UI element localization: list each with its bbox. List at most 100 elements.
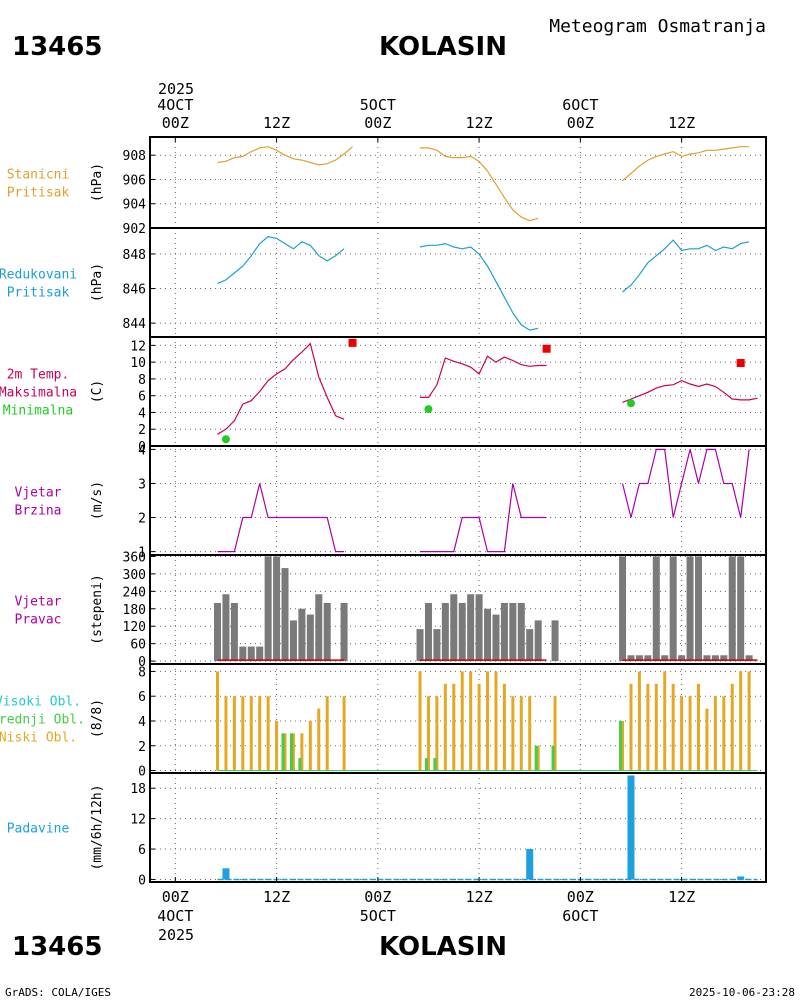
direction-bar [424,602,432,662]
direction-bar [475,594,483,662]
low-cloud-bar [502,683,506,771]
low-cloud-bar [266,696,270,771]
low-cloud-bar [696,683,700,771]
panel-label: Srednji Obl. [0,713,85,728]
y-tick-label: 0 [138,873,146,888]
wind_direction-plot [214,556,758,662]
direction-bar [652,556,660,662]
mid-cloud-bar [424,758,428,771]
footer-left: GrADS: COLA/IGES [5,986,111,999]
series-line [217,146,353,166]
direction-bar [661,655,669,662]
panel-frame [149,445,767,556]
bottom-year-label: 2025 [158,926,194,944]
tmax-marker [348,338,357,347]
low-cloud-bar [300,733,304,771]
y-tick-label: 3 [138,477,146,492]
precip-bar [627,775,635,880]
tmin-marker [221,435,230,444]
series-line [217,236,345,284]
low-cloud-bar [249,696,253,771]
y-tick-label: 904 [123,198,147,213]
y-tick-label: 8 [138,373,146,388]
bottom-date-label: 4OCT [157,907,193,925]
wind_speed-plot [217,448,750,553]
direction-bar [492,614,500,662]
low-cloud-bar [435,696,439,771]
mid-cloud-bar [281,733,285,771]
y-tick-label: 120 [123,620,146,635]
panel-label: Padavine [7,822,70,837]
series-line [420,483,547,553]
direction-bar [703,655,711,662]
direction-bar [298,608,306,662]
low-cloud-bar [519,696,523,771]
direction-bar [273,556,281,662]
direction-bar [509,602,517,662]
station-name-top: KOLASIN [379,32,507,62]
y-tick-label: 1 [138,546,146,561]
panel-label: Vjetar [15,486,62,501]
y-tick-label: 2 [138,423,146,438]
direction-bar [433,629,441,662]
y-tick-label: 18 [130,782,146,797]
panel-label: Vjetar [15,595,62,610]
mid-cloud-bar [551,745,555,771]
direction-bar [720,655,728,662]
direction-bar [711,655,719,662]
mid-cloud-bar [289,733,293,771]
direction-bar [214,602,222,662]
panel-label: Minimalna [3,404,73,419]
y-tick-label: 300 [123,568,146,583]
top-time-label: 12Z [466,114,493,132]
unit-label: (stepeni) [90,574,105,644]
y-tick-label: 180 [123,603,146,618]
top-time-label: 00Z [567,114,594,132]
series-line [217,342,345,435]
direction-bar [627,655,635,662]
direction-bar [534,620,542,662]
station-id-bottom: 13465 [12,932,102,962]
direction-bar [500,602,508,662]
chart-subtitle: Meteogram Osmatranja [549,16,766,37]
low-cloud-bar [705,708,709,771]
precipitation-panel: 0 6 12 18 (mm/6h/12h) Padavine [7,772,767,888]
bottom-time-label: 12Z [668,888,695,906]
series-line [622,239,750,293]
direction-bar [678,655,686,662]
y-tick-label: 0 [138,440,146,455]
y-tick-label: 4 [138,443,146,458]
low-cloud-bar [291,733,295,771]
series-line [622,379,758,403]
direction-bar [264,556,272,662]
wind_speed-panel: 1 2 3 4 (m/s) Vjetar Brzina [15,443,767,561]
direction-bar [686,556,694,662]
direction-bar [644,655,652,662]
low-cloud-bar [536,745,540,771]
direction-bar [416,629,424,662]
y-tick-label: 844 [123,317,147,332]
y-tick-label: 10 [130,356,146,371]
clouds-plot [216,671,758,772]
direction-bar [289,620,297,662]
station-name-bottom: KOLASIN [379,932,507,962]
bottom-time-label: 12Z [466,888,493,906]
panel-label: Niski Obl. [0,731,77,746]
unit-label: (C) [90,380,105,403]
series-line [217,483,345,553]
low-cloud-bar [486,671,490,771]
reduced-panel: 844 846 848 (hPa) Redukovani Pritisak [0,227,767,338]
tmax-marker [736,358,745,367]
panel-frame [149,772,767,883]
series-line [420,147,539,222]
direction-bar [728,556,736,662]
direction-bar [239,646,247,662]
y-tick-label: 4 [138,406,146,421]
series-line [419,242,539,331]
mid-cloud-bar [298,758,302,771]
panel-label: Pritisak [7,186,70,201]
y-tick-label: 908 [123,149,146,164]
y-tick-label: 240 [123,585,146,600]
low-cloud-bar [739,671,743,771]
low-cloud-bar [469,671,473,771]
